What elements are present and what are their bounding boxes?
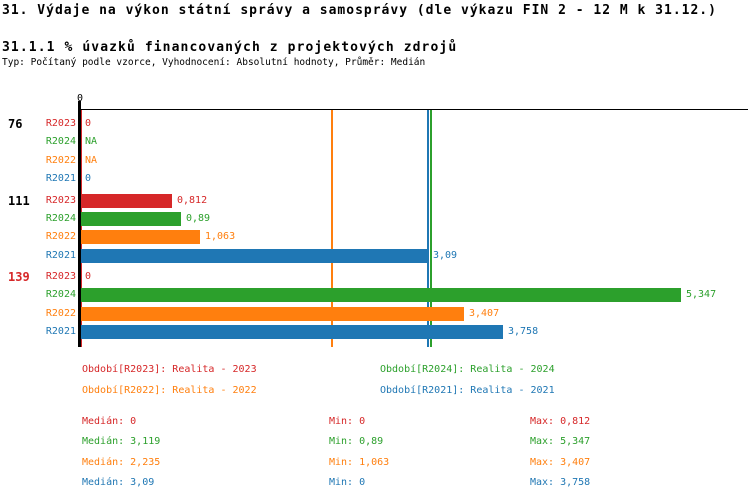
bar-value-label: 0 (85, 271, 92, 282)
bar-111-R2021 (81, 249, 428, 263)
bar-111-R2024 (81, 212, 181, 226)
legend-item-R2023: Období[R2023]: Realita - 2023 (82, 364, 257, 375)
stat-max-R2022: Max: 3,407 (530, 457, 591, 468)
stat-max-R2024: Max: 5,347 (530, 436, 591, 447)
bar-value-label: 0,812 (177, 195, 208, 206)
bar-value-label: NA (85, 136, 98, 147)
group-label-76: 76 (8, 117, 23, 131)
series-label-R2021: R2021 (45, 250, 76, 261)
series-label-R2021: R2021 (45, 173, 76, 184)
median-line-R2021 (427, 110, 429, 347)
series-label-R2023: R2023 (45, 118, 76, 129)
bar-139-R2021 (81, 325, 503, 339)
bar-value-label: 0 (85, 173, 92, 184)
page-title: 31. Výdaje na výkon státní správy a samo… (2, 3, 717, 18)
bar-139-R2024 (81, 288, 681, 302)
legend-item-R2022: Období[R2022]: Realita - 2022 (82, 385, 257, 396)
bar-value-label: 0,89 (186, 213, 211, 224)
bar-value-label: NA (85, 155, 98, 166)
median-line-R2023 (80, 110, 82, 347)
legend-item-R2021: Období[R2021]: Realita - 2021 (380, 385, 555, 396)
stat-max-R2023: Max: 0,812 (530, 416, 591, 427)
series-label-R2023: R2023 (45, 195, 76, 206)
bar-111-R2022 (81, 230, 200, 244)
bar-value-label: 3,09 (433, 250, 458, 261)
stat-min-R2021: Min: 0 (329, 477, 366, 488)
series-label-R2023: R2023 (45, 271, 76, 282)
bar-value-label: 0 (85, 118, 92, 129)
series-label-R2022: R2022 (45, 308, 76, 319)
median-line-R2024 (430, 110, 432, 347)
series-label-R2021: R2021 (45, 326, 76, 337)
series-label-R2024: R2024 (45, 213, 76, 224)
stat-max-R2021: Max: 3,758 (530, 477, 591, 488)
bar-139-R2022 (81, 307, 464, 321)
bar-value-label: 3,758 (508, 326, 539, 337)
y-axis-line (78, 101, 81, 347)
x-axis-line (80, 109, 748, 110)
stat-median-R2022: Medián: 2,235 (82, 457, 161, 468)
series-label-R2024: R2024 (45, 136, 76, 147)
bar-value-label: 5,347 (686, 289, 717, 300)
stat-min-R2024: Min: 0,89 (329, 436, 384, 447)
group-label-111: 111 (8, 193, 30, 208)
stat-median-R2021: Medián: 3,09 (82, 477, 155, 488)
x-axis-zero-tick-label: 0 (76, 93, 84, 104)
stat-median-R2023: Medián: 0 (82, 416, 137, 427)
bar-111-R2023 (81, 194, 172, 208)
bar-value-label: 1,063 (205, 231, 236, 242)
group-label-139: 139 (8, 270, 30, 284)
median-line-R2022 (331, 110, 333, 347)
indicator-subtitle: 31.1.1 % úvazků financovaných z projekto… (2, 40, 458, 55)
legend-item-R2024: Období[R2024]: Realita - 2024 (380, 364, 555, 375)
bar-value-label: 3,407 (469, 308, 500, 319)
stat-median-R2024: Medián: 3,119 (82, 436, 161, 447)
stat-min-R2023: Min: 0 (329, 416, 366, 427)
series-label-R2022: R2022 (45, 231, 76, 242)
indicator-meta-line: Typ: Počítaný podle vzorce, Vyhodnocení:… (2, 57, 426, 68)
stat-min-R2022: Min: 1,063 (329, 457, 390, 468)
series-label-R2024: R2024 (45, 289, 76, 300)
series-label-R2022: R2022 (45, 155, 76, 166)
